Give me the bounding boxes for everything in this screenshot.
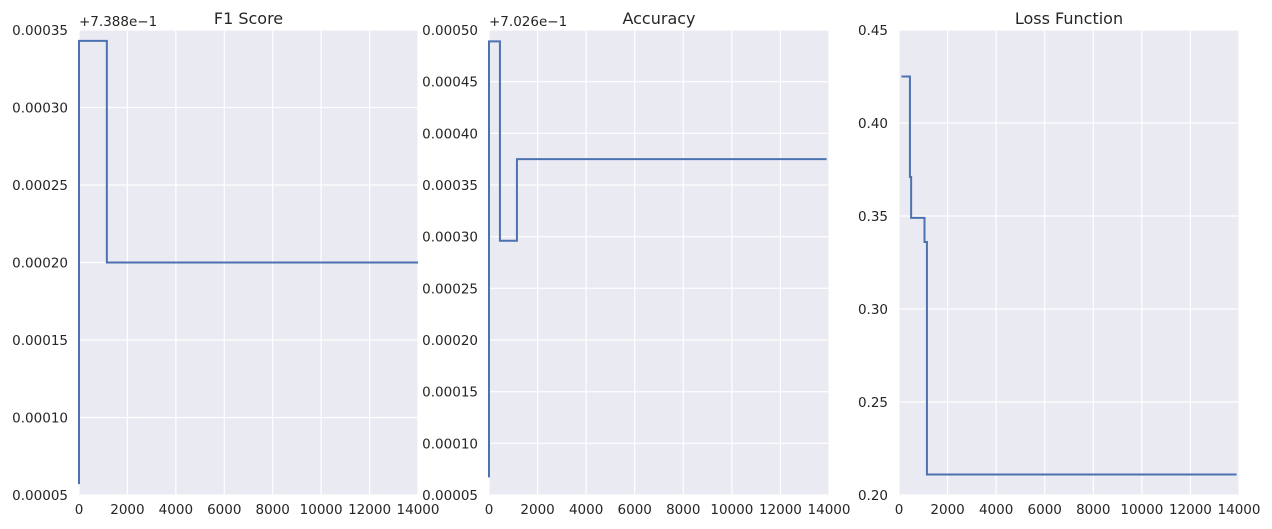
f1-score-x-tick-label: 4000 [159,502,193,518]
f1-score-y-tick-label: 0.00005 [12,488,68,504]
loss-function-x-tick-label: 12000 [1169,502,1212,518]
loss-function-x-tick-label: 6000 [1028,502,1062,518]
loss-function-title: Loss Function [1015,9,1123,28]
accuracy-x-tick-label: 6000 [618,502,652,518]
loss-function-x-tick-label: 10000 [1120,502,1163,518]
chart-panel-f1-score: 0 2000 4000 6000 8000 10000 12000 14000 0.00005 0… [12,9,439,518]
accuracy-plot-area [489,30,829,495]
chart-panel-accuracy: 0 2000 4000 6000 8000 10000 12000 14000 0.00005 0… [422,9,850,518]
loss-function-y-tick-label: 0.30 [858,302,888,318]
loss-function-x-tick-label: 8000 [1076,502,1110,518]
accuracy-y-tick-label: 0.00005 [422,488,478,504]
loss-function-y-tick-label: 0.25 [858,395,888,411]
loss-function-y-tick-label: 0.45 [858,23,888,39]
f1-score-x-tick-label: 8000 [256,502,290,518]
loss-function-y-tick-label: 0.40 [858,116,888,132]
f1-score-y-tick-label: 0.00035 [12,23,68,39]
loss-function-plot-area [899,30,1239,495]
f1-score-y-tick-label: 0.00030 [12,101,68,117]
accuracy-offset-label: +7.026e−1 [489,14,567,30]
f1-score-title: F1 Score [214,9,283,28]
accuracy-x-tick-label: 14000 [808,502,851,518]
loss-function-x-tick-label: 14000 [1218,502,1261,518]
f1-score-x-tick-label: 12000 [348,502,391,518]
accuracy-title: Accuracy [622,9,695,28]
f1-score-y-tick-label: 0.00010 [12,411,68,427]
accuracy-y-tick-label: 0.00025 [422,281,478,297]
f1-score-x-tick-label: 0 [75,502,84,518]
accuracy-y-tick-label: 0.00050 [422,23,478,39]
accuracy-y-tick-label: 0.00030 [422,230,478,246]
accuracy-y-tick-label: 0.00015 [422,385,478,401]
f1-score-x-tick-label: 10000 [300,502,343,518]
loss-function-x-tick-label: 0 [895,502,904,518]
loss-function-series-line [901,75,1237,476]
loss-function-x-tick-label: 4000 [979,502,1013,518]
f1-score-series-line [78,39,418,485]
f1-score-offset-label: +7.388e−1 [79,14,157,30]
accuracy-y-tick-label: 0.00040 [422,126,478,142]
accuracy-x-tick-label: 4000 [569,502,603,518]
f1-score-x-tick-label: 2000 [110,502,144,518]
loss-function-y-tick-label: 0.35 [858,209,888,225]
accuracy-x-tick-label: 8000 [666,502,700,518]
accuracy-y-tick-label: 0.00045 [422,75,478,91]
accuracy-series-line [488,40,827,478]
f1-score-y-tick-label: 0.00025 [12,178,68,194]
accuracy-x-tick-label: 10000 [710,502,753,518]
f1-score-y-tick-label: 0.00020 [12,256,68,272]
accuracy-y-tick-label: 0.00010 [422,436,478,452]
loss-function-x-tick-label: 2000 [930,502,964,518]
f1-score-x-tick-label: 6000 [207,502,241,518]
accuracy-x-tick-label: 12000 [759,502,802,518]
f1-score-y-tick-label: 0.00015 [12,333,68,349]
f1-score-x-tick-label: 14000 [397,502,440,518]
chart-panel-loss-function: 0 2000 4000 6000 8000 10000 12000 14000 0.20 0.25… [858,9,1261,518]
accuracy-y-tick-label: 0.00020 [422,333,478,349]
loss-function-y-tick-label: 0.20 [858,488,888,504]
accuracy-y-tick-label: 0.00035 [422,178,478,194]
accuracy-x-tick-label: 0 [485,502,494,518]
accuracy-x-tick-label: 2000 [520,502,554,518]
